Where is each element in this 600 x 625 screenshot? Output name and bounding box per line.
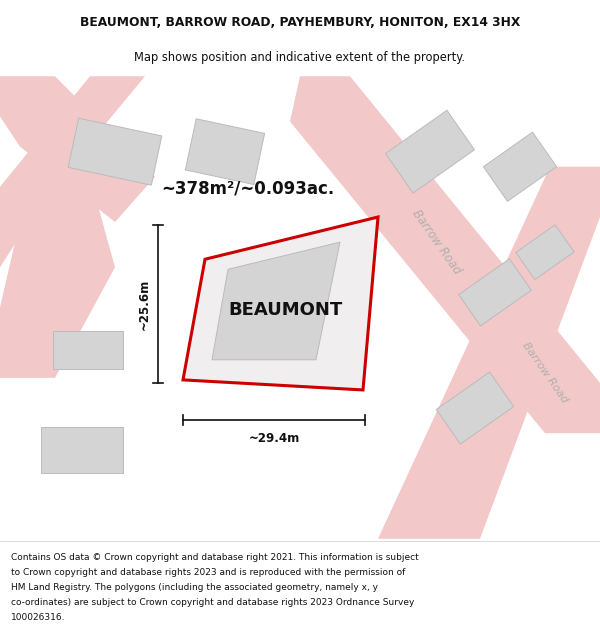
Text: to Crown copyright and database rights 2023 and is reproduced with the permissio: to Crown copyright and database rights 2… <box>11 568 405 577</box>
Text: BEAUMONT, BARROW ROAD, PAYHEMBURY, HONITON, EX14 3HX: BEAUMONT, BARROW ROAD, PAYHEMBURY, HONIT… <box>80 16 520 29</box>
Polygon shape <box>183 217 378 390</box>
Polygon shape <box>290 76 600 433</box>
Polygon shape <box>0 76 145 268</box>
Text: co-ordinates) are subject to Crown copyright and database rights 2023 Ordnance S: co-ordinates) are subject to Crown copyr… <box>11 598 414 607</box>
Text: Map shows position and indicative extent of the property.: Map shows position and indicative extent… <box>134 51 466 64</box>
Text: Barrow Road: Barrow Road <box>410 208 464 277</box>
Polygon shape <box>212 242 340 360</box>
Polygon shape <box>378 167 600 539</box>
Polygon shape <box>41 427 123 473</box>
Polygon shape <box>68 118 162 185</box>
Polygon shape <box>459 259 531 326</box>
Text: Barrow Road: Barrow Road <box>520 341 569 405</box>
Text: Contains OS data © Crown copyright and database right 2021. This information is : Contains OS data © Crown copyright and d… <box>11 552 419 561</box>
Text: ~378m²/~0.093ac.: ~378m²/~0.093ac. <box>161 180 335 198</box>
Polygon shape <box>0 177 115 378</box>
Text: BEAUMONT: BEAUMONT <box>228 301 342 319</box>
Text: 100026316.: 100026316. <box>11 613 65 622</box>
Text: HM Land Registry. The polygons (including the associated geometry, namely x, y: HM Land Registry. The polygons (includin… <box>11 582 378 592</box>
Polygon shape <box>436 372 514 444</box>
Polygon shape <box>185 119 265 184</box>
Polygon shape <box>386 110 475 193</box>
Polygon shape <box>0 76 155 222</box>
Polygon shape <box>516 225 574 279</box>
Polygon shape <box>53 331 123 369</box>
Polygon shape <box>484 132 557 201</box>
Text: ~29.4m: ~29.4m <box>248 432 299 445</box>
Text: ~25.6m: ~25.6m <box>137 278 151 329</box>
